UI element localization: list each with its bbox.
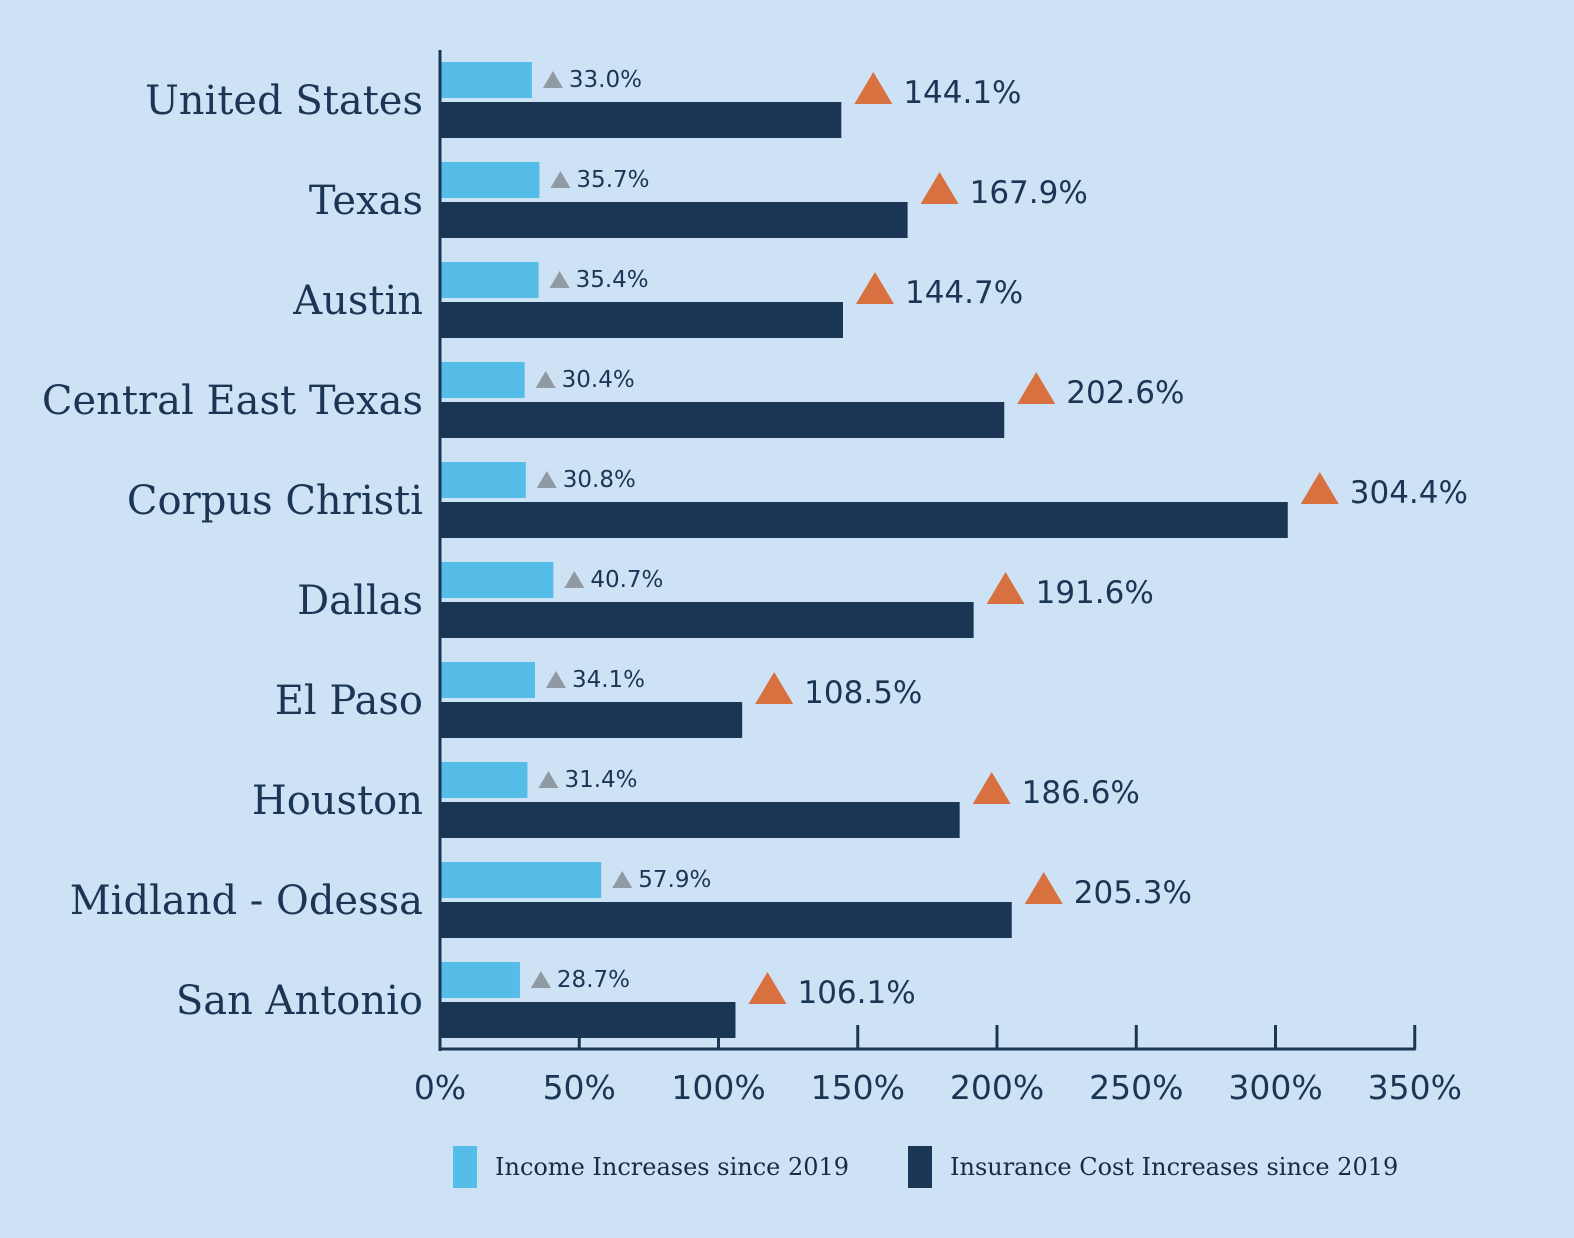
insurance-value-label: 202.6% bbox=[1066, 375, 1184, 411]
income-value-label: 30.4% bbox=[562, 367, 635, 393]
insurance-up-triangle-icon bbox=[972, 772, 1011, 804]
x-tick-label: 350% bbox=[1368, 1068, 1462, 1107]
income-bar bbox=[440, 62, 532, 98]
income-bar bbox=[440, 862, 602, 898]
income-value-label: 57.9% bbox=[638, 867, 711, 893]
income-up-triangle-icon bbox=[549, 271, 570, 288]
insurance-up-triangle-icon bbox=[1300, 472, 1339, 504]
income-up-triangle-icon bbox=[612, 871, 633, 888]
insurance-up-triangle-icon bbox=[1017, 372, 1056, 404]
x-tick-label: 250% bbox=[1089, 1068, 1183, 1107]
category-label: Texas bbox=[309, 178, 423, 224]
insurance-value-label: 108.5% bbox=[804, 675, 922, 711]
category-label: Central East Texas bbox=[42, 378, 423, 424]
insurance-value-label: 304.4% bbox=[1350, 475, 1468, 511]
income-bar bbox=[440, 762, 528, 798]
insurance-bar bbox=[440, 302, 843, 338]
insurance-up-triangle-icon bbox=[1024, 872, 1063, 904]
income-up-triangle-icon bbox=[538, 771, 559, 788]
x-tick-label: 100% bbox=[671, 1068, 765, 1107]
legend-insurance-label: Insurance Cost Increases since 2019 bbox=[950, 1153, 1398, 1181]
income-up-triangle-icon bbox=[536, 471, 557, 488]
category-label: Midland - Odessa bbox=[70, 878, 423, 924]
insurance-value-label: 205.3% bbox=[1074, 875, 1192, 911]
x-tick-label: 150% bbox=[811, 1068, 905, 1107]
category-label: San Antonio bbox=[176, 978, 423, 1024]
x-tick-label: 50% bbox=[543, 1068, 616, 1107]
income-bar bbox=[440, 662, 535, 698]
income-value-label: 35.7% bbox=[576, 167, 649, 193]
category-label: Houston bbox=[252, 778, 423, 824]
legend: Income Increases since 2019 Insurance Cos… bbox=[453, 1146, 1398, 1188]
insurance-bar bbox=[440, 602, 974, 638]
insurance-bar bbox=[440, 502, 1288, 538]
x-tick-label: 0% bbox=[414, 1068, 466, 1107]
insurance-up-triangle-icon bbox=[855, 272, 894, 304]
insurance-bar bbox=[440, 202, 908, 238]
income-value-label: 34.1% bbox=[572, 667, 645, 693]
income-value-label: 33.0% bbox=[569, 67, 642, 93]
income-value-label: 35.4% bbox=[576, 267, 649, 293]
category-label: Corpus Christi bbox=[127, 478, 423, 524]
income-value-label: 30.8% bbox=[563, 467, 636, 493]
income-bar bbox=[440, 362, 525, 398]
insurance-value-label: 106.1% bbox=[797, 975, 915, 1011]
income-up-triangle-icon bbox=[545, 671, 566, 688]
income-value-label: 28.7% bbox=[557, 967, 630, 993]
insurance-up-triangle-icon bbox=[755, 672, 794, 704]
insurance-value-label: 167.9% bbox=[970, 175, 1088, 211]
insurance-up-triangle-icon bbox=[986, 572, 1025, 604]
category-label: Austin bbox=[292, 278, 423, 324]
legend-insurance-swatch bbox=[908, 1146, 932, 1188]
insurance-value-label: 144.1% bbox=[903, 75, 1021, 111]
insurance-value-label: 191.6% bbox=[1036, 575, 1154, 611]
insurance-up-triangle-icon bbox=[854, 72, 893, 104]
insurance-bar bbox=[440, 1002, 736, 1038]
income-up-triangle-icon bbox=[550, 171, 571, 188]
income-up-triangle-icon bbox=[564, 571, 585, 588]
income-value-label: 40.7% bbox=[590, 567, 663, 593]
labels-layer: United States 33.0% 144.1% Texas 35.7% 167.9%… bbox=[42, 67, 1468, 1024]
category-label: United States bbox=[145, 78, 423, 124]
income-bar bbox=[440, 462, 526, 498]
legend-income-label: Income Increases since 2019 bbox=[495, 1153, 849, 1181]
x-tick-label: 200% bbox=[950, 1068, 1044, 1107]
insurance-bar bbox=[440, 402, 1005, 438]
x-tick-label: 300% bbox=[1228, 1068, 1322, 1107]
insurance-up-triangle-icon bbox=[748, 972, 787, 1004]
income-bar bbox=[440, 562, 554, 598]
insurance-bar bbox=[440, 702, 743, 738]
income-up-triangle-icon bbox=[542, 71, 563, 88]
legend-income-swatch bbox=[453, 1146, 477, 1188]
income-up-triangle-icon bbox=[535, 371, 556, 388]
income-up-triangle-icon bbox=[530, 971, 551, 988]
income-bar bbox=[440, 162, 540, 198]
x-axis: 0% 50% 100% 150% 200% 250% 300% 350% bbox=[414, 50, 1462, 1107]
insurance-bar bbox=[440, 902, 1012, 938]
insurance-bar bbox=[440, 802, 960, 838]
insurance-bar bbox=[440, 102, 842, 138]
income-bar bbox=[440, 262, 539, 298]
insurance-up-triangle-icon bbox=[920, 172, 959, 204]
category-label: El Paso bbox=[275, 678, 423, 724]
insurance-value-label: 186.6% bbox=[1022, 775, 1140, 811]
income-bar bbox=[440, 962, 520, 998]
category-label: Dallas bbox=[297, 578, 423, 624]
insurance-value-label: 144.7% bbox=[905, 275, 1023, 311]
income-value-label: 31.4% bbox=[564, 767, 637, 793]
bars-layer bbox=[440, 62, 1288, 1038]
